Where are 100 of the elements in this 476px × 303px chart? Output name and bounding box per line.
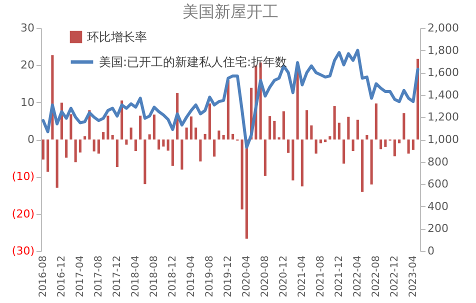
y-tick-label: (30) — [12, 244, 34, 258]
bar — [152, 114, 156, 140]
bar — [144, 140, 146, 184]
bar — [319, 140, 322, 144]
line-series — [42, 48, 420, 149]
bar — [380, 140, 382, 150]
bar — [42, 140, 44, 160]
bar — [106, 116, 110, 140]
y2-tick-label: 1,600 — [428, 66, 459, 80]
bar — [347, 116, 350, 140]
bar — [407, 140, 410, 154]
bar — [139, 116, 142, 140]
bar — [213, 140, 216, 157]
bar — [92, 140, 96, 152]
bar — [222, 135, 225, 140]
y-tick-label: 0 — [28, 133, 34, 146]
bar — [356, 120, 359, 140]
y-tick-label: (20) — [12, 207, 34, 220]
bar — [300, 140, 304, 186]
bar — [226, 80, 230, 140]
bar — [208, 103, 211, 140]
bar — [180, 140, 184, 170]
y-tick-label: 10 — [20, 96, 34, 109]
bar — [166, 140, 170, 151]
y2-tick-label: 400 — [428, 200, 448, 213]
bar — [218, 130, 220, 140]
y2-tick-label: 0 — [428, 244, 434, 258]
bar — [412, 140, 414, 150]
x-tick-label: 2022-12 — [390, 256, 401, 298]
legend-label: 美国:已开工的新建私人住宅:折年数 — [99, 55, 288, 69]
bar — [282, 111, 285, 140]
x-tick-label: 2022-04 — [352, 256, 364, 298]
y2-tick-label: 1,800 — [428, 44, 459, 57]
bar — [171, 140, 174, 166]
y-tick-label: (10) — [12, 170, 34, 184]
y2-tick-label: 1,400 — [428, 88, 459, 102]
bar — [70, 114, 72, 140]
x-tick-label: 2021-12 — [334, 256, 346, 298]
bar — [268, 116, 272, 140]
x-tick-label: 2020-12 — [278, 256, 290, 298]
bar — [65, 140, 68, 158]
y2-tick-label: 600 — [428, 178, 448, 191]
x-tick-label: 2023-04 — [408, 256, 420, 298]
bar — [116, 140, 118, 168]
x-tick-label: 2018-08 — [149, 256, 160, 298]
x-tick-label: 2017-08 — [94, 256, 105, 298]
bar — [102, 132, 105, 140]
bar — [74, 140, 77, 162]
bar — [402, 113, 406, 140]
bar — [158, 140, 160, 150]
y2-tick-label: 200 — [428, 222, 448, 236]
bar — [324, 140, 327, 142]
bar — [292, 140, 294, 180]
bar — [393, 140, 396, 156]
bar — [310, 125, 313, 140]
y2-tick-label: 2,000 — [428, 22, 459, 34]
bar — [78, 140, 82, 153]
x-tick-label: 2018-04 — [130, 256, 142, 298]
bar — [84, 136, 86, 140]
bar — [370, 140, 373, 184]
bar — [342, 140, 346, 164]
bar — [366, 135, 368, 140]
x-tick-label: 2017-12 — [112, 256, 124, 298]
bar — [352, 140, 354, 152]
bar — [232, 134, 234, 140]
bar — [199, 140, 202, 162]
bar — [194, 128, 198, 140]
legend-label: 环比增长率 — [87, 30, 147, 44]
x-tick-label: 2020-08 — [260, 256, 272, 298]
bar — [338, 122, 340, 140]
bar — [204, 134, 206, 140]
bar — [296, 70, 299, 140]
x-tick-label: 2021-04 — [297, 256, 308, 298]
bar — [333, 106, 336, 140]
y-tick-label: 20 — [20, 58, 34, 72]
bar — [306, 110, 308, 140]
bar — [125, 140, 128, 145]
y2-tick-label: 1,000 — [428, 133, 459, 146]
bar — [134, 140, 137, 152]
x-tick-label: 2019-12 — [223, 256, 234, 298]
bar — [46, 140, 50, 172]
bar — [97, 140, 100, 154]
y-tick-label: 30 — [20, 22, 34, 34]
y2-tick-label: 1,200 — [428, 110, 459, 124]
bar — [56, 140, 58, 188]
bar — [328, 136, 332, 140]
bar — [287, 140, 290, 153]
bar — [374, 103, 378, 140]
x-tick-label: 2016-08 — [38, 256, 50, 298]
x-tick-label: 2016-12 — [56, 256, 68, 298]
bar — [314, 140, 318, 154]
x-tick-label: 2018-12 — [168, 256, 179, 298]
x-tick-label: 2017-04 — [75, 256, 86, 298]
bar — [273, 120, 276, 140]
bar — [190, 116, 192, 140]
y2-tick-label: 800 — [428, 155, 448, 168]
x-tick-label: 2021-08 — [316, 256, 327, 298]
bar — [130, 128, 132, 140]
bar — [148, 134, 151, 140]
x-tick-label: 2022-08 — [371, 256, 382, 298]
